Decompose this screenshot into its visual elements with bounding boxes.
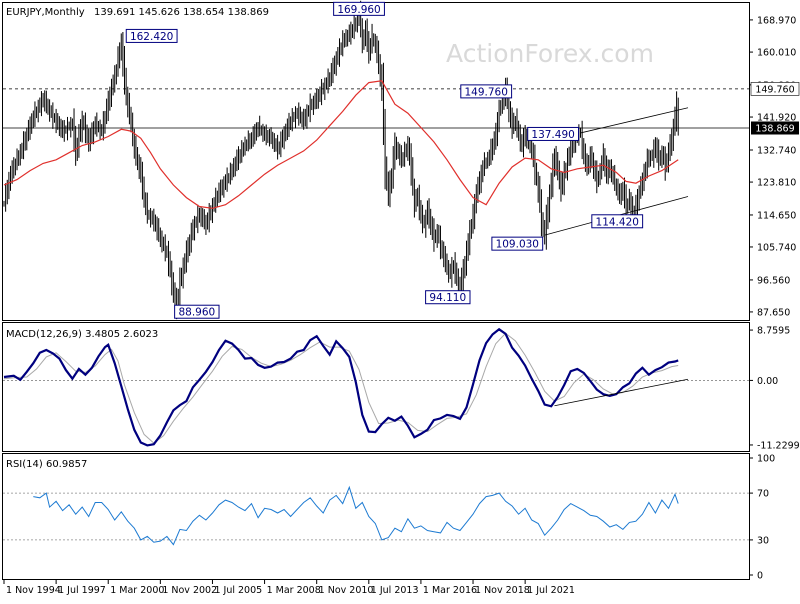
price-y-tick-label: 141.920: [757, 113, 796, 124]
macd-y-tick-label: 8.7595: [757, 326, 790, 337]
x-tick-label: 1 Nov 2010: [319, 585, 374, 596]
price-tag-label: 149.760: [755, 84, 794, 95]
symbol-label: EURJPY,Monthly: [6, 7, 85, 18]
macd-y-tick-label: 0.00: [757, 376, 778, 387]
annotation-box: [333, 1, 385, 16]
watermark: ActionForex.com: [446, 39, 654, 68]
macd-title: MACD(12,26,9) 3.4805 2.6023: [6, 329, 158, 340]
price-layer: 162.420 88.960 169.960 94.110 149.760 137.490…: [3, 0, 749, 320]
x-tick-label: 1 Jul 2013: [371, 585, 419, 596]
rsi-line: [33, 485, 679, 546]
chart-header: EURJPY,Monthly 139.691 145.626 138.654 1…: [6, 7, 269, 18]
annotation-label: 137.490: [531, 129, 574, 141]
annotation-label: 162.420: [130, 31, 173, 43]
annotation-label: 94.110: [429, 292, 466, 304]
x-tick-label: 1 Mar 2008: [267, 585, 321, 596]
price-y-tick-label: 160.010: [757, 48, 796, 59]
price-y-tick-label: 132.740: [757, 146, 796, 157]
x-tick-label: 1 Mar 2016: [423, 585, 477, 596]
x-tick-label: 1 Jul 1997: [58, 585, 106, 596]
price-y-tick-label: 87.650: [757, 307, 790, 318]
annotation-box: [174, 304, 220, 319]
macd-panel-frame: [2, 322, 750, 452]
annotation-label: 88.960: [178, 307, 215, 319]
price-tag-box: [751, 121, 799, 135]
annotation-box: [125, 28, 178, 43]
annotation-box: [527, 126, 580, 141]
macd-y-tick-label: -11.2299: [757, 440, 800, 451]
rsi-y-tick-label: 70: [757, 489, 769, 500]
rsi-title: RSI(14) 60.9857: [6, 459, 87, 470]
axis-layer: 168.970160.010150.880141.920132.740123.8…: [3, 15, 800, 596]
rsi-layer: [3, 485, 749, 546]
macd-layer: [3, 327, 749, 447]
annotation-box: [491, 236, 544, 251]
macd-line: [3, 327, 679, 447]
price-y-tick-label: 105.740: [757, 242, 796, 253]
x-tick-label: 1 Jul 2021: [527, 585, 575, 596]
price-trendline: [580, 107, 689, 134]
annotation-box: [425, 290, 471, 305]
x-tick-label: 1 Nov 2018: [475, 585, 530, 596]
x-tick-label: 1 Mar 2000: [110, 585, 164, 596]
annotation-label: 149.760: [464, 86, 507, 98]
sma-line: [3, 80, 679, 209]
price-y-tick-label: 114.650: [757, 210, 796, 221]
price-y-tick-label: 96.560: [757, 275, 790, 286]
rsi-y-tick-label: 100: [757, 454, 775, 465]
signal-line: [3, 332, 679, 444]
rsi-y-tick-label: 0: [757, 571, 763, 582]
annotation-label: 109.030: [496, 239, 539, 251]
macd-trendline: [554, 378, 689, 407]
annotation-box: [591, 214, 644, 229]
annotation-label: 114.420: [596, 216, 639, 228]
ohlc-values: 139.691 145.626 138.654 138.869: [94, 7, 269, 18]
rsi-panel-frame: [2, 453, 750, 580]
annotation-label: 169.960: [337, 4, 380, 16]
rsi-y-tick-label: 30: [757, 535, 769, 546]
price-tag-box: [750, 82, 800, 96]
price-y-tick-label: 168.970: [757, 15, 796, 26]
x-tick-label: 1 Jul 2005: [214, 585, 262, 596]
price-y-tick-label: 123.810: [757, 178, 796, 189]
price-tag-label: 138.869: [755, 123, 794, 134]
annotation-box: [460, 84, 513, 99]
x-tick-label: 1 Nov 1994: [6, 585, 61, 596]
x-tick-label: 1 Nov 2002: [162, 585, 217, 596]
